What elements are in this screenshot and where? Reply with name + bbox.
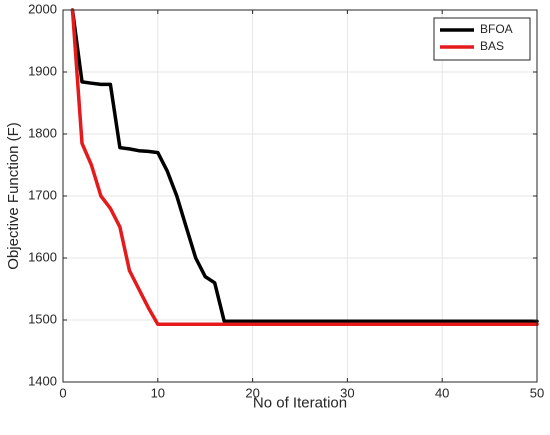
y-tick-label: 1700 — [28, 187, 57, 202]
legend-label-bas: BAS — [480, 39, 504, 53]
y-tick-label: 1600 — [28, 249, 57, 264]
x-tick-label: 50 — [530, 386, 544, 401]
x-axis-label: No of Iteration — [253, 394, 347, 411]
y-tick-label: 1900 — [28, 63, 57, 78]
axis-ticks: 0 10 20 30 40 50 1400 1500 1600 1700 1800 1900 2000 — [28, 1, 544, 400]
x-tick-label: 30 — [340, 386, 354, 401]
legend-box — [433, 17, 531, 61]
x-tick-label: 20 — [245, 386, 259, 401]
grid-lines — [62, 9, 538, 383]
series-line-bfoa — [70, 8, 539, 323]
y-tick-label: 1400 — [28, 373, 57, 388]
x-tick-label: 40 — [435, 386, 449, 401]
legend-label-bfoa: BFOA — [480, 22, 513, 36]
y-tick-label: 2000 — [28, 1, 57, 16]
x-tick-label: 0 — [59, 386, 66, 401]
series-lines — [70, 8, 539, 327]
y-axis-label: Objective Function (F) — [5, 122, 22, 270]
y-tick-label: 1800 — [28, 125, 57, 140]
series-line-bas — [70, 8, 539, 327]
legend: BFOA BAS — [433, 17, 531, 61]
y-tick-label: 1500 — [28, 311, 57, 326]
x-tick-label: 10 — [151, 386, 165, 401]
